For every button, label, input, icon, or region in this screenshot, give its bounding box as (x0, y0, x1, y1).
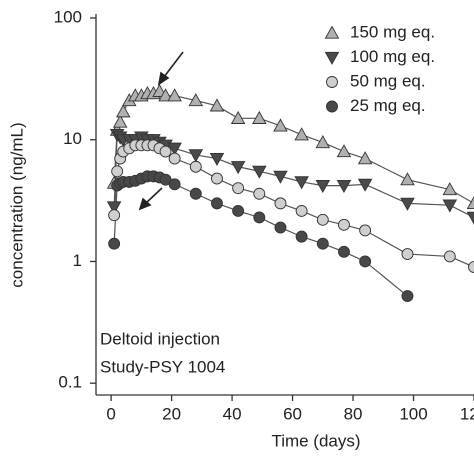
marker (188, 93, 204, 107)
marker (230, 110, 246, 124)
marker (252, 110, 267, 124)
x-tick-label: 120 (460, 404, 474, 423)
marker (211, 172, 223, 185)
legend-label: 50 mg eq. (350, 71, 426, 90)
marker (466, 211, 474, 225)
marker (168, 178, 181, 191)
marker (295, 230, 308, 243)
marker (111, 165, 124, 178)
marker (189, 160, 202, 173)
marker (400, 172, 415, 186)
marker (274, 197, 287, 210)
marker (159, 145, 172, 158)
x-axis-label: Time (days) (271, 431, 360, 450)
marker (357, 178, 373, 192)
marker (466, 195, 474, 210)
marker (252, 165, 267, 179)
marker (294, 127, 309, 141)
x-tick-label: 100 (399, 404, 427, 423)
arrow (138, 51, 184, 211)
marker (273, 170, 288, 184)
y-axis-label: concentration (ng/mL) (7, 122, 26, 287)
legend-label: 100 mg eq. (350, 47, 435, 66)
marker (253, 187, 266, 200)
marker (400, 197, 415, 211)
x-tick-label: 20 (162, 404, 181, 423)
x-tick-label: 80 (344, 404, 363, 423)
annotation: Study-PSY 1004 (100, 357, 225, 376)
marker (336, 144, 352, 158)
marker (359, 224, 372, 237)
marker (253, 211, 266, 224)
y-tick-label: 100 (54, 7, 82, 26)
marker (315, 179, 331, 194)
annotation: Deltoid injection (100, 329, 220, 348)
marker (468, 261, 474, 273)
marker (232, 205, 245, 217)
marker (230, 161, 246, 175)
legend-marker (326, 100, 338, 113)
marker (106, 201, 122, 215)
marker (401, 290, 414, 302)
marker (167, 142, 182, 156)
marker (359, 255, 372, 268)
marker (295, 205, 308, 217)
marker (442, 199, 458, 213)
marker (167, 88, 182, 102)
legend-marker (324, 51, 340, 65)
x-tick-label: 60 (283, 404, 302, 423)
marker (211, 197, 223, 210)
marker (401, 248, 414, 261)
y-tick-label: 10 (63, 129, 82, 148)
marker (209, 152, 225, 167)
marker (188, 149, 204, 163)
marker (338, 245, 350, 258)
marker (108, 209, 121, 222)
x-tick-label: 40 (223, 404, 242, 423)
legend-label: 150 mg eq. (350, 22, 435, 41)
marker (315, 135, 331, 149)
marker (336, 179, 352, 194)
marker (442, 182, 458, 196)
marker (294, 176, 309, 190)
marker (338, 218, 350, 231)
marker (274, 221, 287, 234)
marker (168, 152, 181, 165)
marker (108, 237, 121, 250)
marker (443, 250, 456, 263)
marker (112, 114, 128, 128)
marker (357, 151, 373, 165)
marker (115, 104, 131, 118)
marker (316, 213, 329, 226)
legend-marker (324, 25, 340, 39)
marker (209, 98, 225, 112)
marker (232, 182, 245, 195)
marker (273, 118, 288, 132)
marker (316, 237, 329, 250)
x-tick-label: 0 (106, 404, 115, 423)
legend-marker (326, 76, 338, 88)
legend-label: 25 mg eq. (350, 96, 426, 115)
marker (158, 88, 173, 102)
y-tick-label: 1 (73, 251, 82, 270)
series-line (113, 144, 474, 268)
y-tick-label: 0.1 (58, 373, 82, 392)
marker (189, 187, 202, 200)
